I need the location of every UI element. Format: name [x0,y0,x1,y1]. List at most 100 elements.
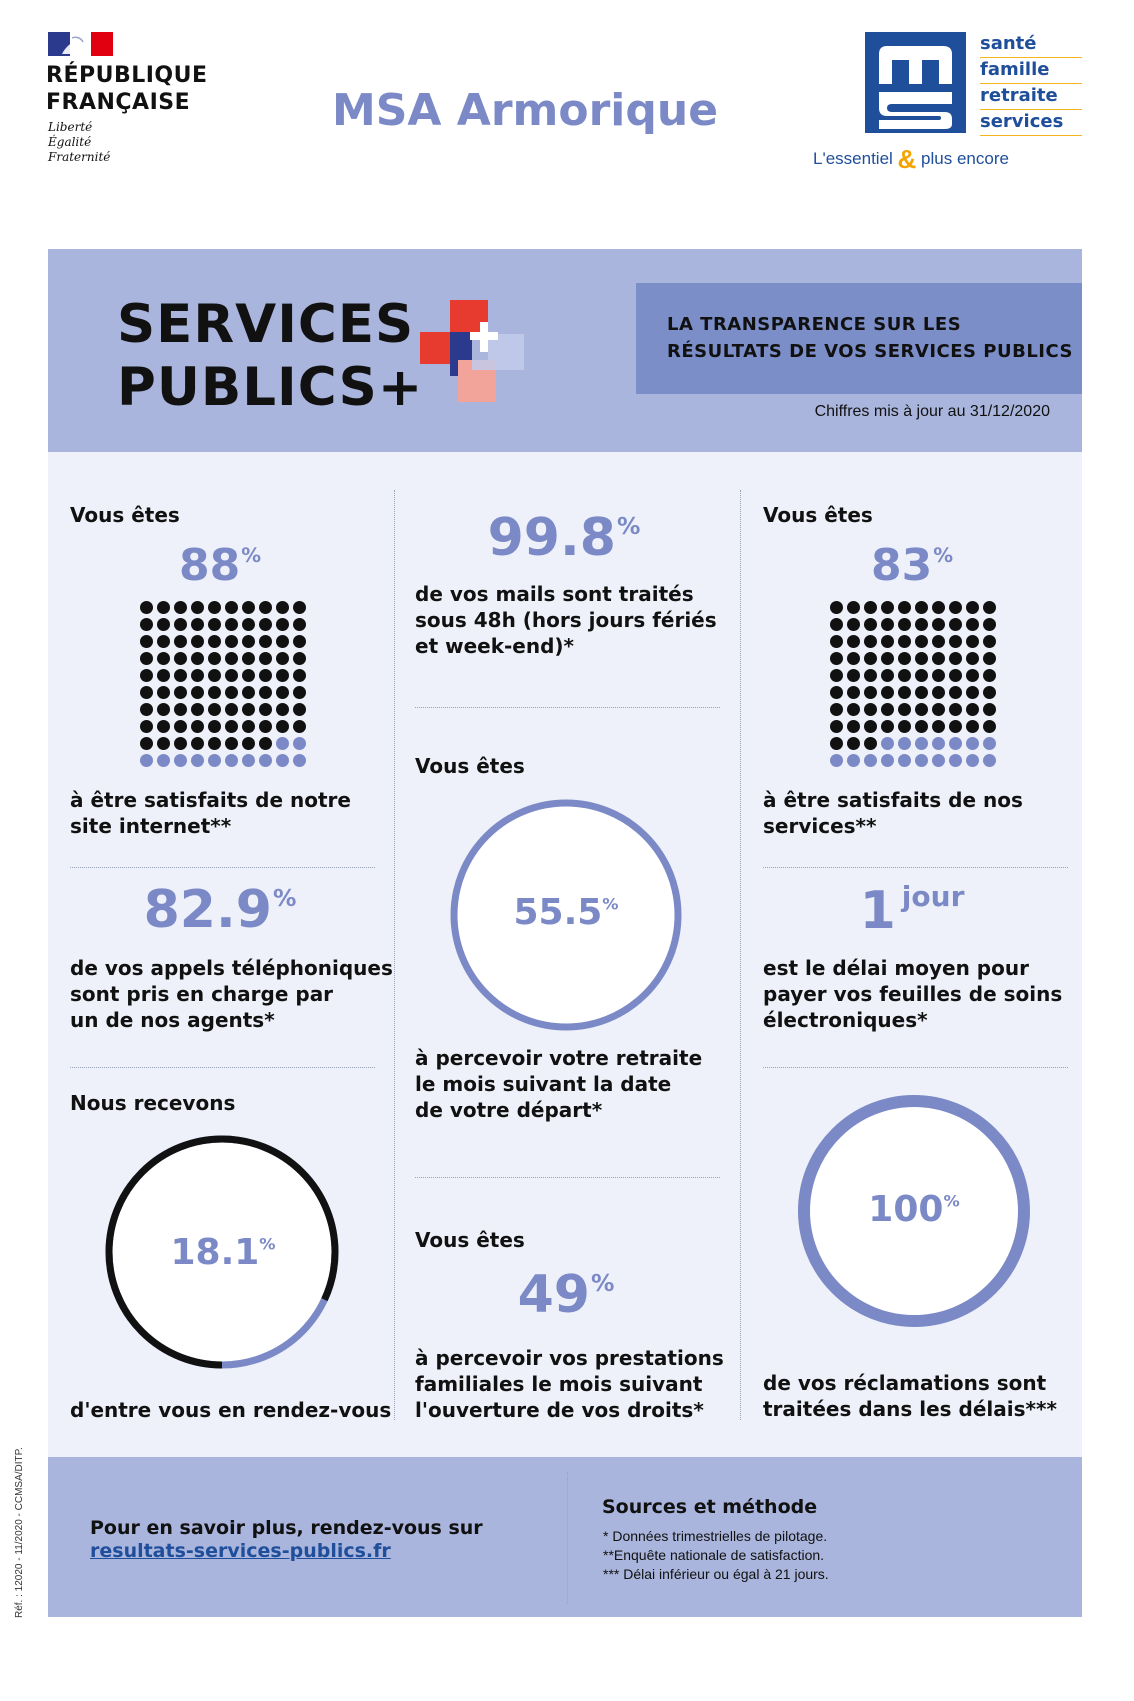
pension-value: 55.5% [466,892,666,933]
payment-delay-desc-line3: électroniques* [763,1008,928,1032]
mails-description: de vos mails sont traités sous 48h (hors… [415,581,717,659]
services-dot [830,601,843,614]
website-dot [242,652,255,665]
services-dot [915,737,928,750]
website-dot [157,618,170,631]
results-link[interactable]: resultats-services-publics.fr [90,1540,391,1562]
services-dot [932,754,945,767]
french-flag-logo [48,32,113,56]
services-dot [864,720,877,733]
website-dot [225,754,238,767]
republique-francaise-name: RÉPUBLIQUE FRANÇAISE [46,62,208,116]
website-dot [208,703,221,716]
services-dot [932,703,945,716]
website-dot [208,754,221,767]
website-dot [208,652,221,665]
website-dot [259,652,272,665]
mails-unit: % [616,511,641,540]
services-dot [932,720,945,733]
msa-word-services: services [980,110,1082,136]
tagline-post: plus encore [921,149,1009,168]
website-dot [293,669,306,682]
services-dot [864,635,877,648]
website-dot [259,720,272,733]
website-dot [140,669,153,682]
sources-list: * Données trimestrielles de pilotage. **… [603,1527,829,1584]
pension-unit: % [602,894,619,914]
website-dot [259,669,272,682]
website-dot [157,754,170,767]
website-dot [293,686,306,699]
services-dot [949,669,962,682]
services-dot [898,635,911,648]
website-dot [191,686,204,699]
website-dot [191,618,204,631]
services-dot [830,635,843,648]
payment-delay-description: est le délai moyen pour payer vos feuill… [763,955,1062,1033]
services-dot [830,703,843,716]
services-dot [949,635,962,648]
website-dot [191,737,204,750]
website-dot [242,703,255,716]
services-dot [830,686,843,699]
website-dot [157,601,170,614]
services-unit: % [933,544,954,568]
website-dot [174,601,187,614]
claims-unit: % [943,1191,960,1211]
services-dot [830,737,843,750]
pension-description: à percevoir votre retraite le mois suiva… [415,1045,702,1123]
services-dot [898,737,911,750]
website-desc-line1: à être satisfaits de notre [70,788,351,812]
website-dot [140,635,153,648]
website-dot [293,652,306,665]
divider [763,867,1068,868]
website-dot [293,635,306,648]
services-dot-grid [830,601,998,771]
website-dot [259,754,272,767]
services-intro: Vous êtes [763,503,873,527]
website-dot [276,635,289,648]
website-dot-grid [140,601,308,771]
website-dot [140,601,153,614]
website-dot [174,652,187,665]
services-dot [949,720,962,733]
divider [415,707,720,708]
website-dot [225,618,238,631]
website-dot [242,686,255,699]
website-dot [191,652,204,665]
divider [763,1067,1068,1068]
services-dot [898,703,911,716]
phone-value: 82.9% [120,880,320,940]
pension-ring-track [450,799,682,1031]
services-dot [983,618,996,631]
website-dot [157,737,170,750]
services-dot [864,618,877,631]
services-dot [915,703,928,716]
services-dot [915,720,928,733]
msa-tagline: L'essentiel & plus encore [813,144,1009,175]
appointments-intro: Nous recevons [70,1091,236,1115]
payment-delay-desc-line1: est le délai moyen pour [763,956,1029,980]
services-dot [949,737,962,750]
services-dot [983,703,996,716]
website-dot [225,652,238,665]
services-dot [847,737,860,750]
website-dot [293,618,306,631]
column-divider-right [740,490,741,1420]
website-dot [225,686,238,699]
website-dot [259,618,272,631]
services-publics-line2: PUBLICS+ [117,357,424,418]
reference-code: Réf. : 12020 - 11/2020 - CCMSA/DITP. [14,1447,25,1618]
rf-name-line1: RÉPUBLIQUE [46,63,208,88]
website-dot [293,737,306,750]
appointments-unit: % [259,1234,276,1254]
divider [415,1177,720,1178]
services-dot [864,737,877,750]
services-dot [949,601,962,614]
payment-delay-value: 1 jour [812,880,1012,941]
website-dot [208,669,221,682]
website-dot [174,754,187,767]
services-dot [847,635,860,648]
website-dot [259,635,272,648]
services-dot [864,703,877,716]
